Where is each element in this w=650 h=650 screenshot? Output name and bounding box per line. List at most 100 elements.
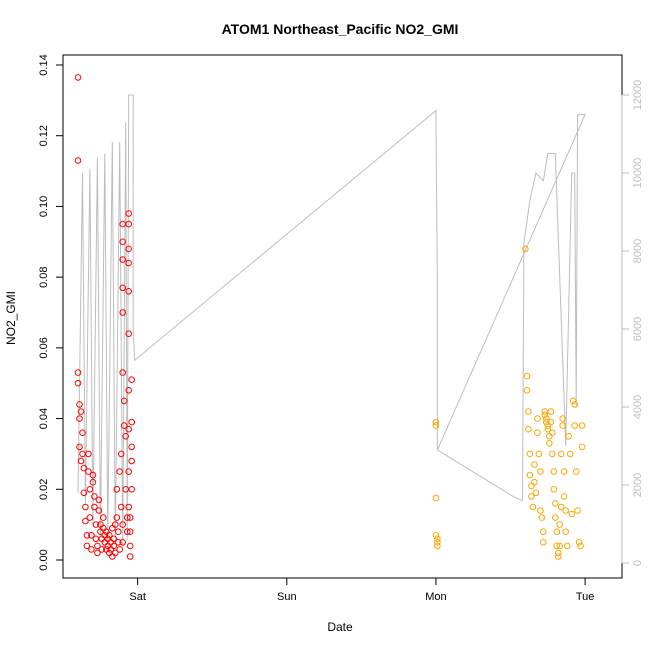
data-point-s1-2 bbox=[74, 369, 82, 376]
data-point-s1-13 bbox=[82, 503, 89, 511]
data-point-s2-65 bbox=[572, 468, 580, 475]
y-tick-label-4: 0.08 bbox=[38, 266, 50, 287]
data-point-s1-12 bbox=[80, 489, 88, 497]
data-point-s2-36 bbox=[547, 408, 555, 415]
data-point-s2-69 bbox=[578, 422, 586, 429]
data-point-s1-54 bbox=[112, 521, 119, 528]
y2-tick-label-4: 8000 bbox=[632, 239, 644, 263]
points-layer bbox=[74, 74, 586, 560]
data-point-s1-89 bbox=[126, 542, 134, 550]
data-point-s1-91 bbox=[128, 376, 135, 384]
data-point-s1-73 bbox=[119, 256, 126, 263]
data-point-s1-11 bbox=[80, 464, 88, 472]
data-point-s2-62 bbox=[569, 397, 577, 405]
data-point-s2-67 bbox=[575, 539, 583, 546]
data-point-s2-3 bbox=[432, 532, 440, 539]
data-point-s2-34 bbox=[546, 433, 553, 440]
data-point-s1-23 bbox=[89, 471, 97, 479]
data-point-s2-54 bbox=[560, 468, 568, 475]
data-point-s1-16 bbox=[83, 542, 91, 550]
x-tick-label-0: Sat bbox=[129, 591, 146, 603]
data-point-s2-42 bbox=[552, 500, 559, 507]
data-point-s2-55 bbox=[560, 493, 568, 500]
data-point-s1-24 bbox=[89, 478, 97, 486]
data-point-s1-69 bbox=[123, 514, 131, 521]
data-point-s2-17 bbox=[531, 461, 538, 468]
data-point-s2-60 bbox=[566, 450, 574, 458]
data-point-s2-19 bbox=[532, 489, 540, 497]
data-point-s2-47 bbox=[555, 553, 562, 560]
y2-tick-label-6: 12000 bbox=[632, 80, 644, 111]
data-point-s2-12 bbox=[526, 450, 534, 458]
data-point-s2-41 bbox=[550, 486, 558, 493]
data-point-s1-52 bbox=[110, 542, 118, 550]
data-point-s2-63 bbox=[571, 401, 579, 408]
data-point-s1-21 bbox=[88, 532, 95, 539]
data-point-s2-7 bbox=[522, 245, 529, 253]
x-axis: Sat Sun Mon Tue bbox=[129, 577, 595, 603]
y-tick-label-6: 0.12 bbox=[38, 125, 50, 146]
y-axis-label: NO2_GMI bbox=[4, 291, 18, 345]
data-point-s1-7 bbox=[77, 457, 85, 465]
data-point-s2-16 bbox=[529, 503, 537, 511]
data-point-s2-64 bbox=[571, 422, 579, 429]
data-point-s2-9 bbox=[523, 387, 531, 394]
data-point-s1-63 bbox=[119, 521, 126, 528]
data-point-s2-46 bbox=[555, 549, 562, 557]
y2-axis: 0 2000 4000 6000 8000 10000 12000 bbox=[621, 80, 644, 566]
data-point-s2-52 bbox=[559, 422, 567, 429]
data-point-s1-50 bbox=[109, 524, 116, 532]
data-point-s1-8 bbox=[77, 408, 85, 415]
data-point-s1-55 bbox=[113, 486, 121, 493]
y2-tick-label-5: 10000 bbox=[632, 158, 644, 189]
data-point-s1-53 bbox=[112, 549, 119, 557]
data-point-s2-21 bbox=[534, 429, 541, 437]
chart-title: ATOM1 Northeast_Pacific NO2_GMI bbox=[222, 21, 459, 37]
data-point-s2-2 bbox=[432, 494, 440, 502]
data-point-s2-59 bbox=[565, 433, 573, 440]
data-point-s2-8 bbox=[523, 372, 531, 380]
data-point-s2-39 bbox=[549, 450, 556, 458]
data-point-s1-88 bbox=[126, 528, 134, 536]
data-point-s2-29 bbox=[541, 411, 549, 419]
data-point-s1-64 bbox=[119, 539, 126, 546]
data-point-s2-10 bbox=[525, 408, 532, 415]
data-point-s2-45 bbox=[553, 542, 561, 550]
data-point-s1-5 bbox=[76, 415, 83, 422]
data-point-s1-59 bbox=[116, 546, 123, 553]
x-tick-label-3: Tue bbox=[576, 591, 595, 603]
data-point-s1-66 bbox=[120, 397, 128, 405]
data-point-s2-56 bbox=[562, 507, 570, 514]
data-point-s1-30 bbox=[94, 549, 101, 557]
data-point-s2-6 bbox=[434, 542, 441, 550]
y-axis: 0.00 0.02 0.04 0.06 0.08 0.10 0.12 0.14 bbox=[38, 54, 64, 571]
y-tick-label-0: 0.00 bbox=[38, 549, 50, 570]
data-point-s1-17 bbox=[85, 450, 92, 458]
data-point-s1-74 bbox=[119, 284, 126, 292]
data-point-s1-49 bbox=[109, 553, 116, 560]
data-point-s2-1 bbox=[432, 422, 440, 429]
y-tick-label-5: 0.10 bbox=[38, 196, 50, 217]
data-point-s1-85 bbox=[125, 468, 132, 475]
data-point-s1-22 bbox=[88, 546, 95, 553]
data-point-s2-33 bbox=[544, 425, 552, 433]
data-point-s2-22 bbox=[535, 450, 543, 458]
data-point-s1-35 bbox=[98, 535, 106, 543]
altitude-line-layer bbox=[77, 94, 586, 548]
data-point-s1-76 bbox=[119, 369, 126, 376]
data-point-s1-56 bbox=[113, 514, 121, 521]
y2-tick-label-3: 6000 bbox=[632, 317, 644, 341]
data-point-s1-6 bbox=[76, 443, 83, 451]
data-point-s2-61 bbox=[568, 510, 576, 518]
data-point-s1-62 bbox=[117, 503, 125, 511]
data-point-s1-72 bbox=[119, 238, 126, 246]
data-point-s2-50 bbox=[557, 503, 565, 511]
data-point-s1-80 bbox=[125, 259, 132, 267]
data-point-s2-4 bbox=[434, 535, 441, 543]
y-tick-label-1: 0.02 bbox=[38, 479, 50, 500]
data-point-s1-3 bbox=[74, 379, 82, 387]
data-point-s1-19 bbox=[86, 486, 94, 493]
data-point-s1-51 bbox=[110, 535, 118, 543]
data-point-s1-28 bbox=[92, 535, 100, 543]
data-point-s1-70 bbox=[123, 528, 131, 536]
